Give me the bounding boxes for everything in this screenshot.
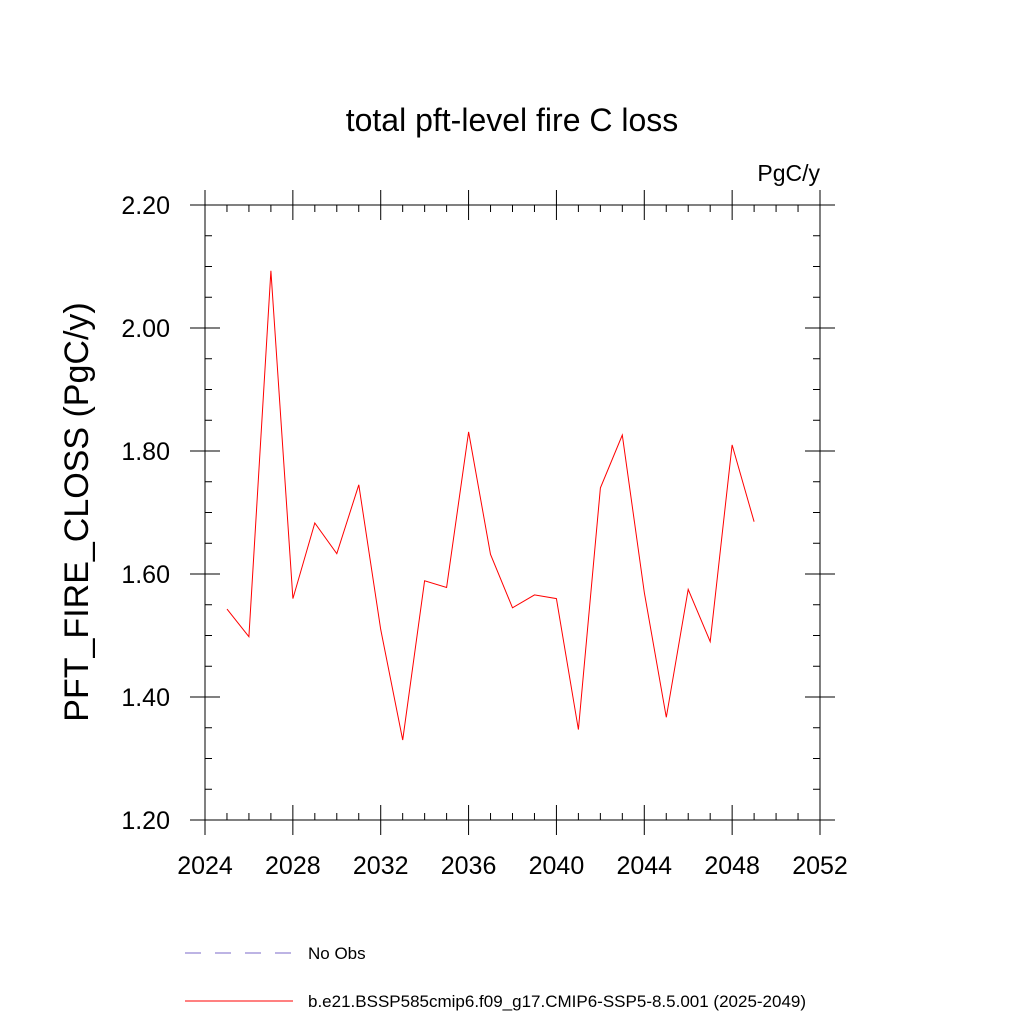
x-tick-label: 2040: [529, 852, 585, 880]
x-tick-label: 2024: [177, 852, 233, 880]
y-tick-label: 2.20: [121, 192, 170, 220]
y-tick-label: 1.20: [121, 807, 170, 835]
y-tick-label: 2.00: [121, 315, 170, 343]
y-tick-label: 1.80: [121, 438, 170, 466]
series-layer: [226, 270, 755, 741]
minor-ticks: [205, 205, 820, 820]
y-tick-label: 1.40: [121, 684, 170, 712]
x-tick-label: 2032: [353, 852, 409, 880]
x-tick-label: 2048: [704, 852, 760, 880]
legend-label-no-obs: No Obs: [308, 944, 366, 963]
x-tick-label: 2052: [792, 852, 848, 880]
series-line: [226, 270, 755, 741]
legend-label-ssp585: b.e21.BSSP585cmip6.f09_g17.CMIP6-SSP5-8.…: [308, 992, 806, 1011]
x-tick-label: 2044: [616, 852, 672, 880]
x-tick-label: 2036: [441, 852, 497, 880]
y-tick-label: 1.60: [121, 561, 170, 589]
plot-frame: [204, 204, 821, 821]
units-label: PgC/y: [757, 160, 820, 186]
y-axis-label: PFT_FIRE_CLOSS (PgC/y): [58, 302, 96, 721]
tick-labels: 2024 2028 2032 2036 2040 2044 2048 2052 1.20 1.40…: [121, 192, 847, 880]
x-tick-label: 2028: [265, 852, 321, 880]
legend: No Obs b.e21.BSSP585cmip6.f09_g17.CMIP6-…: [185, 944, 806, 1011]
chart-title: total pft-level fire C loss: [346, 102, 679, 138]
